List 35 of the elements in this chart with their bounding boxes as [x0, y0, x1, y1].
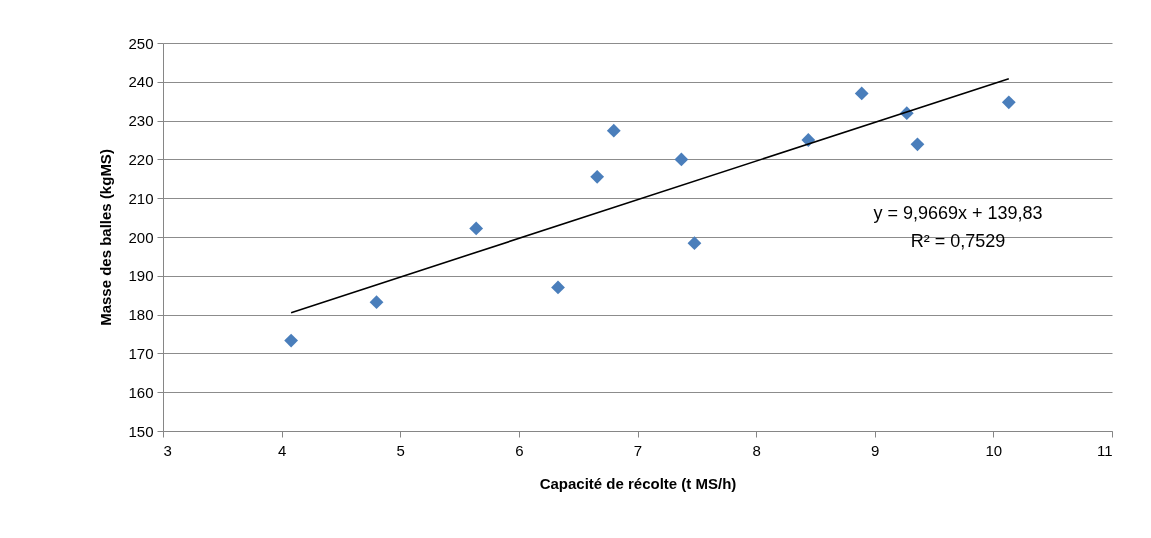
y-tick-label: 170 [128, 344, 154, 362]
x-axis-title: Capacité de récolte (t MS/h) [539, 474, 737, 492]
x-tick-label: 8 [752, 441, 761, 459]
point [910, 137, 925, 152]
y-tick-label: 240 [128, 73, 154, 91]
y-axis-title: Masse des balles (kgMS) [97, 149, 115, 326]
y-tick-label: 250 [128, 34, 154, 52]
x-tick-label: 5 [396, 441, 405, 459]
annotation: y = 9,9669x + 139,83 [873, 203, 1043, 223]
y-tick-label: 200 [128, 228, 154, 246]
y-tick-label: 150 [128, 422, 154, 440]
point [369, 295, 384, 310]
point [284, 333, 299, 348]
x-tick-label: 9 [871, 441, 880, 459]
point [687, 236, 702, 251]
y-tick-label: 230 [128, 112, 154, 130]
point [674, 152, 689, 167]
point [854, 86, 869, 101]
annotation: R² = 0,7529 [910, 231, 1006, 251]
x-tick-label: 6 [515, 441, 524, 459]
y-tick-label: 190 [128, 267, 154, 285]
y-tick-label: 160 [128, 383, 154, 401]
x-tick-label: 7 [633, 441, 643, 459]
point [590, 169, 605, 184]
y-tick-label: 210 [128, 189, 154, 207]
point [551, 280, 565, 295]
x-tick-label: 10 [985, 441, 1003, 459]
point [1001, 95, 1016, 110]
x-tick-label: 4 [277, 441, 287, 459]
x-tick-label: 3 [163, 441, 172, 459]
x-tick-label: 11 [1096, 441, 1113, 459]
point [606, 123, 621, 138]
y-tick-label: 180 [128, 306, 154, 324]
point [469, 221, 484, 236]
y-tick-label: 220 [128, 150, 154, 168]
